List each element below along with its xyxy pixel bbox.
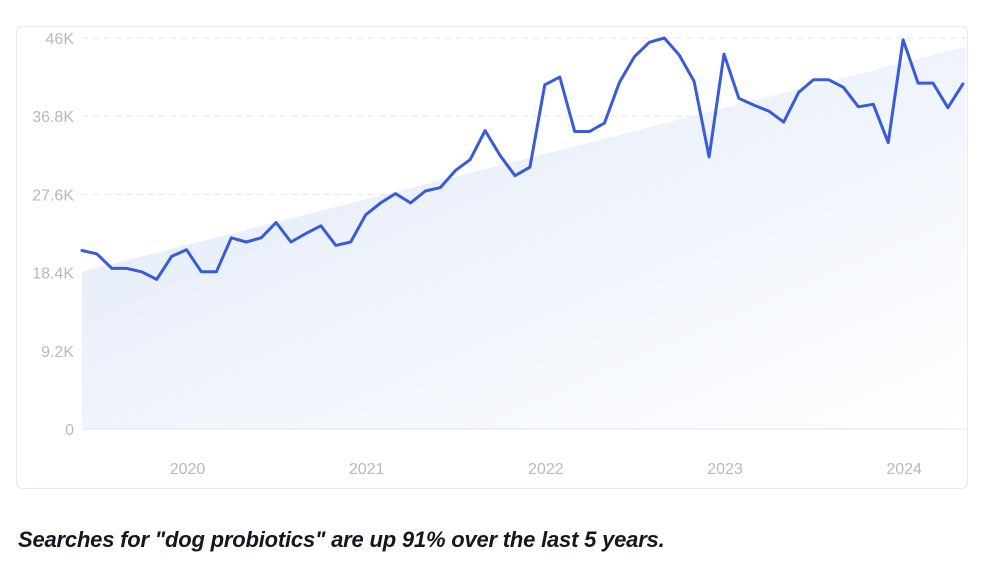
y-tick-labels: 0 9.2K 18.4K 27.6K 36.8K 46K xyxy=(32,31,74,439)
x-tick-label: 2022 xyxy=(528,461,564,478)
x-tick-labels: 2020 2021 2022 2023 2024 xyxy=(170,461,922,478)
series-line-path xyxy=(80,36,965,281)
series-line xyxy=(80,36,965,281)
y-tick-label: 27.6K xyxy=(32,187,74,204)
x-tick-label: 2023 xyxy=(707,461,743,478)
y-tick-label: 46K xyxy=(46,31,75,48)
y-tick-label: 36.8K xyxy=(32,109,74,126)
chart-caption: Searches for "dog probiotics" are up 91%… xyxy=(18,527,665,552)
x-tick-label: 2024 xyxy=(886,461,922,478)
y-tick-label: 18.4K xyxy=(32,266,74,283)
y-tick-label: 0 xyxy=(65,422,74,439)
trend-area xyxy=(82,46,966,429)
x-tick-label: 2020 xyxy=(170,461,206,478)
y-tick-label: 9.2K xyxy=(41,344,74,361)
x-tick-label: 2021 xyxy=(349,461,385,478)
trend-area-fill xyxy=(82,46,966,429)
